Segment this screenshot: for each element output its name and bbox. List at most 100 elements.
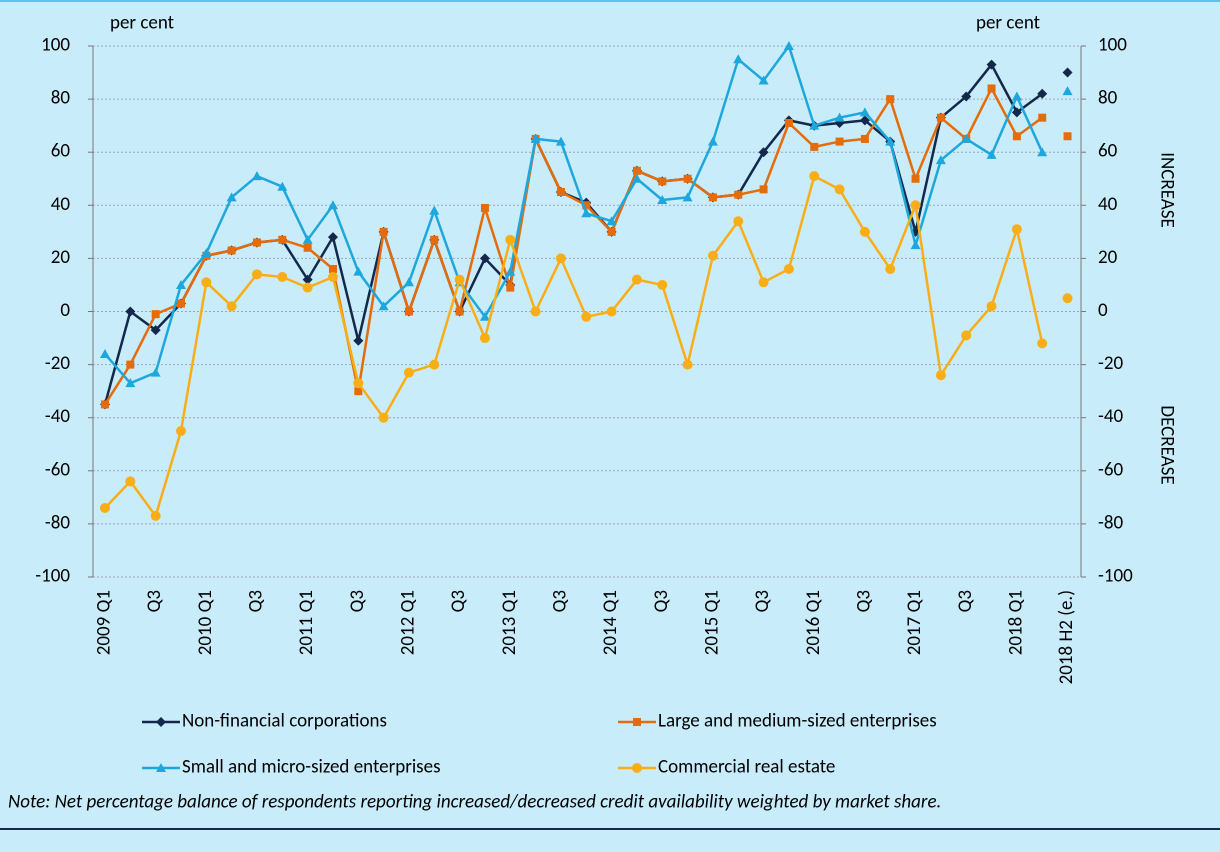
marker [353, 378, 364, 389]
marker [125, 306, 136, 317]
marker [607, 227, 616, 236]
marker [783, 264, 794, 275]
marker [530, 306, 541, 317]
y-tick-label: 40 [51, 193, 71, 216]
legend-label: Commercial real estate [658, 756, 835, 779]
legend-label: Non-financial corporations [182, 710, 387, 733]
marker [403, 367, 414, 378]
marker [581, 208, 592, 218]
note: Note: Net percentage balance of responde… [8, 791, 941, 814]
marker [227, 246, 236, 255]
marker [303, 243, 312, 252]
marker [784, 118, 793, 127]
marker [479, 253, 490, 264]
marker [859, 107, 870, 117]
marker [1011, 91, 1022, 101]
marker [987, 84, 996, 93]
marker [911, 174, 920, 183]
x-tick-label: 2015 Q1 [700, 590, 723, 655]
marker [302, 274, 313, 285]
legend-label: Small and micro-sized enterprises [182, 756, 441, 779]
marker [885, 264, 896, 275]
y2-axis-label: per cent [976, 12, 1041, 35]
y2-tick-label: -100 [1098, 565, 1133, 588]
y2-tick-label: 0 [1098, 299, 1108, 322]
series-line [104, 44, 1044, 385]
marker [226, 192, 237, 202]
x-tick-label: 2012 Q1 [396, 590, 419, 655]
marker [1011, 107, 1022, 118]
marker [986, 59, 997, 70]
marker [480, 203, 489, 212]
marker [986, 149, 997, 159]
marker [1038, 113, 1047, 122]
marker [151, 310, 160, 319]
x-tick-label: Q3 [245, 590, 268, 612]
marker [859, 226, 870, 237]
marker [860, 134, 869, 143]
y-tick-label: 0 [60, 299, 70, 322]
marker [961, 91, 972, 102]
marker [835, 137, 844, 146]
annotation: DECREASE [1155, 405, 1178, 484]
marker [429, 359, 440, 370]
marker [454, 274, 465, 285]
marker [886, 95, 895, 104]
marker [226, 301, 237, 312]
marker [505, 234, 516, 245]
y2-tick-label: 80 [1098, 87, 1118, 110]
marker [758, 277, 769, 288]
x-tick-label: Q3 [447, 590, 470, 612]
marker [505, 266, 516, 276]
marker [378, 301, 389, 311]
marker [758, 75, 769, 85]
marker [100, 502, 110, 513]
marker [935, 370, 946, 381]
marker [1062, 86, 1073, 96]
marker [633, 718, 641, 726]
y-tick-label: 100 [41, 34, 70, 57]
marker [379, 227, 388, 236]
marker [935, 155, 946, 165]
y-tick-label: -40 [45, 405, 70, 428]
x-tick-label: Q3 [548, 590, 571, 612]
marker [707, 250, 718, 261]
x-tick-label: 2013 Q1 [498, 590, 521, 655]
marker [430, 235, 439, 244]
marker [176, 299, 185, 308]
y-tick-label: -100 [35, 565, 70, 588]
marker [201, 248, 212, 258]
y-tick-label: -80 [45, 511, 70, 534]
marker [606, 216, 617, 226]
marker [707, 136, 718, 146]
x-tick-label: Q3 [751, 590, 774, 612]
marker [125, 378, 136, 388]
y2-tick-label: 40 [1098, 193, 1118, 216]
marker [682, 359, 693, 370]
x-tick-label: 2014 Q1 [599, 590, 622, 655]
marker [859, 115, 870, 126]
marker [479, 311, 490, 321]
marker [1037, 88, 1048, 99]
x-tick-label: 2018 Q1 [1004, 590, 1027, 655]
marker [556, 188, 565, 197]
marker [1012, 132, 1021, 141]
marker [328, 265, 337, 274]
marker [277, 181, 288, 191]
marker [1063, 132, 1072, 141]
marker [506, 283, 515, 292]
y-tick-label: -20 [45, 352, 70, 375]
marker [1062, 67, 1073, 78]
y2-tick-label: 20 [1098, 246, 1118, 269]
marker [175, 425, 186, 436]
y2-tick-label: -20 [1098, 352, 1123, 375]
marker [658, 177, 667, 186]
marker [302, 282, 313, 293]
y2-tick-label: 60 [1098, 140, 1118, 163]
x-tick-label: 2011 Q1 [295, 590, 318, 655]
y-tick-label: 80 [51, 87, 71, 110]
marker [683, 174, 692, 183]
x-tick-label: Q3 [346, 590, 369, 612]
marker [125, 476, 136, 487]
marker [682, 192, 693, 202]
